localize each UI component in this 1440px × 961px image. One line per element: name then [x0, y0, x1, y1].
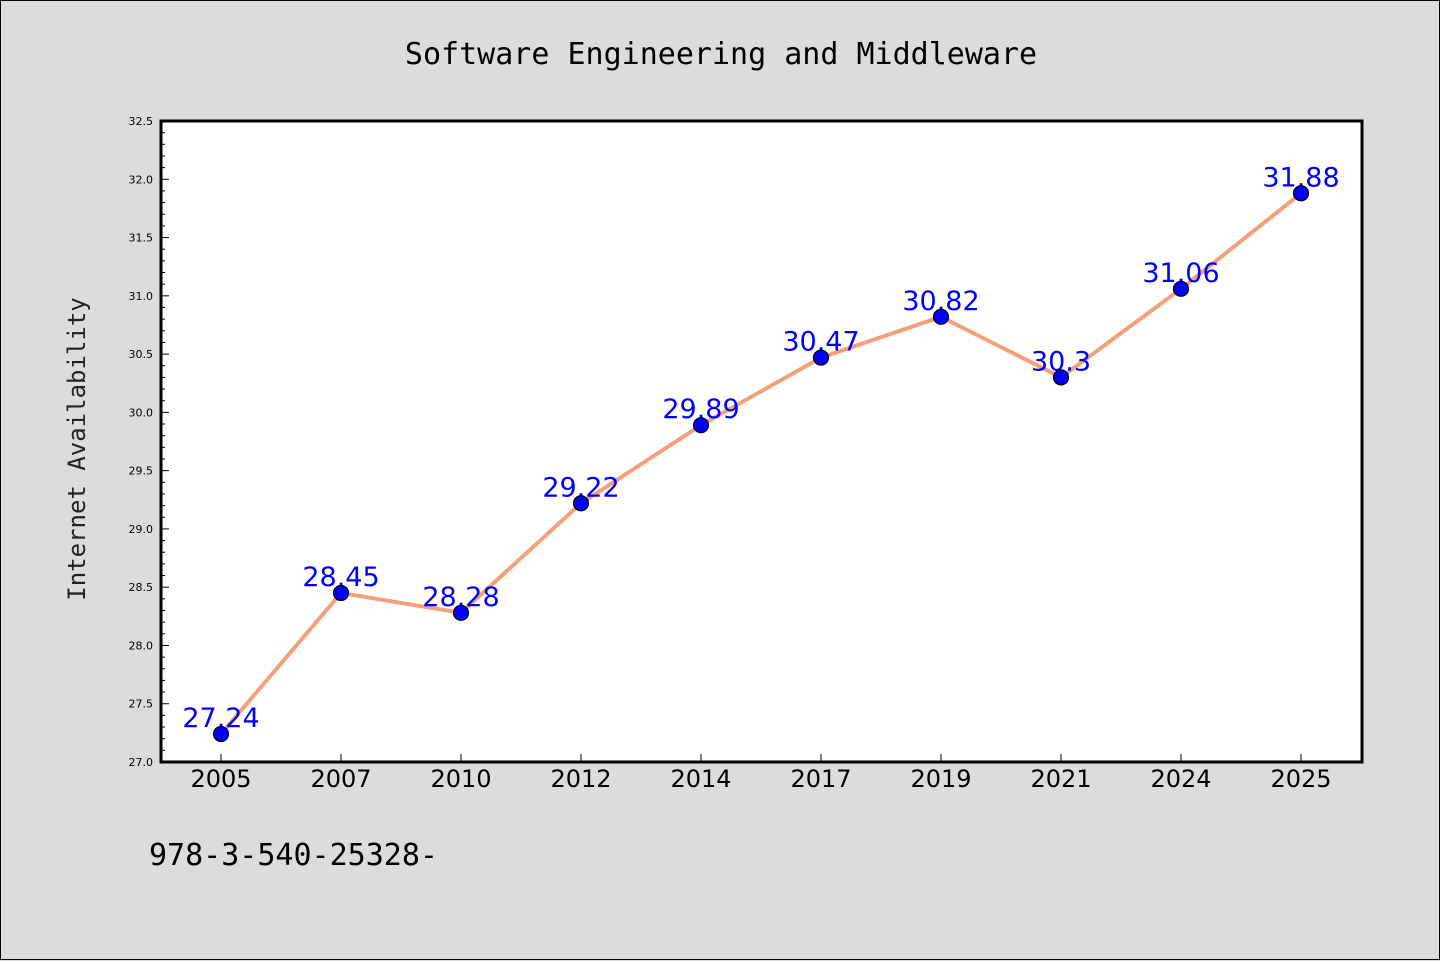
- x-tick-label: 2014: [670, 765, 731, 793]
- x-tick-label: 2007: [310, 765, 371, 793]
- y-tick-label: 29.5: [129, 465, 154, 478]
- data-point: [932, 308, 950, 325]
- data-point: [1292, 185, 1310, 202]
- plot-area: [161, 121, 1362, 762]
- y-tick-label: 29.0: [129, 523, 154, 536]
- x-tick-label: 2005: [190, 765, 251, 793]
- x-axis: 2005 2007 2010 2012 2014 2017 2019 2021 2024 2025: [190, 754, 1332, 793]
- data-point: [212, 725, 230, 743]
- x-tick-label: 2021: [1030, 765, 1091, 793]
- data-series: 27.2428.4528.2829.2229.8930.4730.8230.33…: [182, 162, 1340, 743]
- x-tick-label: 2019: [910, 765, 971, 793]
- x-tick-label: 2017: [790, 765, 851, 793]
- footnote-isbn: 978-3-540-25328-: [149, 838, 438, 873]
- x-tick-label: 2024: [1150, 765, 1211, 793]
- data-point: [812, 349, 830, 366]
- x-tick-label: 2012: [550, 765, 611, 793]
- y-tick-label: 30.0: [129, 406, 154, 419]
- y-tick-label: 27.0: [129, 756, 154, 769]
- y-tick-label: 28.5: [129, 581, 154, 594]
- y-tick-label: 31.0: [129, 290, 154, 303]
- y-tick-label: 32.5: [129, 115, 154, 128]
- data-point: [692, 417, 710, 434]
- x-tick-label: 2010: [430, 765, 491, 793]
- y-tick-label: 31.5: [129, 232, 154, 245]
- data-point: [332, 584, 350, 602]
- data-point: [572, 495, 590, 512]
- y-tick-label: 28.0: [129, 639, 154, 652]
- data-point: [1052, 369, 1070, 386]
- plot-frame: [159, 119, 1364, 764]
- y-tick-label: 32.0: [129, 173, 154, 186]
- y-tick-label: 30.5: [129, 348, 154, 361]
- y-axis: 27.0 27.5 28.0 28.5 29.0 29.5 30.0 30.5 31.0 31.5…: [129, 115, 169, 769]
- series-line: [219, 191, 1303, 737]
- x-tick-label: 2025: [1270, 765, 1331, 793]
- y-tick-label: 27.5: [129, 698, 154, 711]
- chart-title: Software Engineering and Middleware: [405, 37, 1037, 72]
- data-point: [1172, 280, 1190, 297]
- data-point: [452, 604, 470, 621]
- y-axis-label: Internet Availability: [63, 297, 91, 600]
